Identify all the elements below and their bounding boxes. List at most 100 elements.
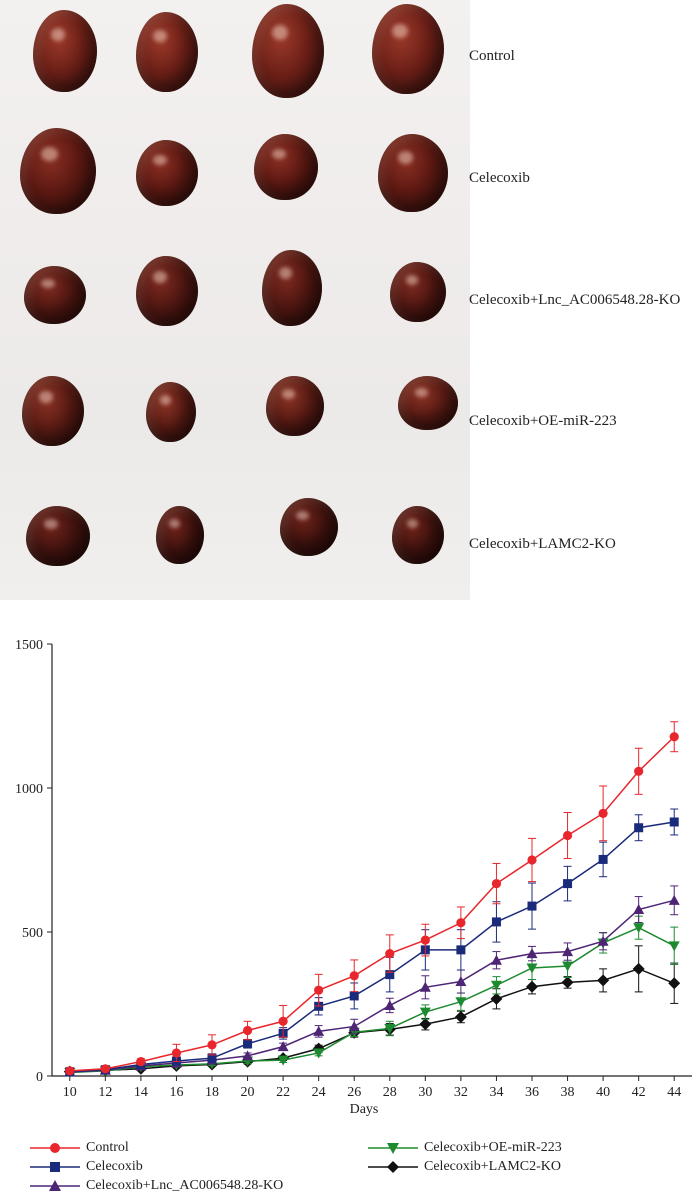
data-point-celecoxib-lnc-ac006548-28-ko bbox=[384, 999, 396, 1010]
data-point-celecoxib bbox=[456, 945, 466, 955]
data-point-control bbox=[171, 1048, 182, 1058]
data-point-celecoxib bbox=[243, 1039, 253, 1049]
tumor-specimen bbox=[20, 128, 96, 214]
tumor-highlight bbox=[271, 148, 286, 160]
data-point-celecoxib-lnc-ac006548-28-ko bbox=[633, 904, 645, 915]
data-point-celecoxib-oe-mir-223 bbox=[313, 1048, 325, 1059]
tumor-highlight bbox=[405, 275, 418, 285]
x-tick-label: 18 bbox=[205, 1085, 219, 1100]
x-tick-label: 36 bbox=[525, 1085, 539, 1100]
x-tick-label: 10 bbox=[63, 1085, 77, 1100]
x-tick-label: 14 bbox=[134, 1085, 148, 1100]
group-label-lamc2-ko: Celecoxib+LAMC2-KO bbox=[469, 536, 616, 552]
data-point-celecoxib-lamc2-ko bbox=[632, 962, 645, 975]
group-label-oe-mir223: Celecoxib+OE-miR-223 bbox=[469, 413, 617, 429]
data-point-celecoxib-lamc2-ko bbox=[597, 974, 610, 987]
series-line-celecoxib-lnc-ac006548-28-ko bbox=[69, 899, 675, 1073]
tumor-growth-chart: 0 500 1000 1500 10 12 14 16 18 20 22 24 26 28 30 32 34 36… bbox=[0, 610, 696, 1199]
x-tick-label: 12 bbox=[98, 1085, 112, 1100]
x-tick-label: 42 bbox=[632, 1085, 646, 1100]
data-point-celecoxib-lamc2-ko bbox=[561, 976, 574, 989]
tumor-highlight bbox=[392, 23, 408, 39]
tumor-highlight bbox=[278, 266, 292, 279]
data-point-celecoxib bbox=[563, 879, 573, 889]
legend-item-lnc-ko: Celecoxib+Lnc_AC006548.28-KO bbox=[28, 1178, 283, 1194]
x-tick-label: 26 bbox=[347, 1085, 361, 1100]
y-tick-label: 1500 bbox=[15, 638, 43, 653]
data-point-control bbox=[136, 1057, 146, 1067]
tumor-photo-panel: Control Celecoxib Celecoxib+Lnc_AC006548… bbox=[0, 0, 681, 600]
tumor-highlight bbox=[282, 389, 295, 399]
tumor-highlight bbox=[169, 518, 180, 529]
tumor-highlight bbox=[39, 391, 53, 403]
x-tick-label: 44 bbox=[667, 1085, 681, 1100]
legend-marker-lnc-ko bbox=[30, 1179, 80, 1191]
data-point-celecoxib-oe-mir-223 bbox=[277, 1055, 289, 1066]
data-point-celecoxib-lamc2-ko bbox=[668, 977, 681, 990]
data-point-celecoxib bbox=[598, 854, 608, 864]
tumor-highlight bbox=[406, 518, 418, 529]
legend-marker-lamc2-ko bbox=[368, 1160, 418, 1173]
data-point-celecoxib-lnc-ac006548-28-ko bbox=[526, 948, 538, 959]
tumor-highlight bbox=[272, 24, 288, 40]
data-point-control bbox=[349, 971, 359, 981]
series-line-celecoxib bbox=[69, 821, 675, 1073]
legend-item-celecoxib: Celecoxib bbox=[28, 1159, 143, 1175]
data-point-celecoxib-lamc2-ko bbox=[526, 980, 538, 993]
legend-marker-celecoxib bbox=[30, 1161, 80, 1172]
data-point-control bbox=[634, 766, 644, 776]
data-point-celecoxib-lamc2-ko bbox=[419, 1018, 432, 1031]
tumor-specimen bbox=[22, 376, 84, 446]
series-line-celecoxib-oe-mir-223 bbox=[69, 926, 675, 1074]
data-point-celecoxib bbox=[491, 917, 501, 927]
tumor-highlight bbox=[50, 28, 65, 42]
tumor-specimen bbox=[136, 140, 198, 206]
tumor-highlight bbox=[414, 387, 428, 397]
y-tick-label: 1000 bbox=[15, 782, 43, 797]
data-point-control bbox=[385, 949, 395, 959]
data-point-celecoxib bbox=[207, 1053, 217, 1063]
data-point-control bbox=[669, 732, 679, 742]
x-tick-label: 30 bbox=[418, 1085, 432, 1100]
data-point-celecoxib-oe-mir-223 bbox=[668, 941, 680, 952]
data-point-control bbox=[420, 935, 430, 945]
data-point-celecoxib-lnc-ac006548-28-ko bbox=[277, 1041, 289, 1052]
x-tick-label: 38 bbox=[561, 1085, 575, 1100]
data-point-celecoxib-lamc2-ko bbox=[490, 992, 503, 1005]
data-point-control bbox=[65, 1066, 75, 1076]
data-point-celecoxib bbox=[669, 817, 679, 827]
data-point-celecoxib-lnc-ac006548-28-ko bbox=[313, 1025, 325, 1036]
y-tick-label: 500 bbox=[22, 926, 43, 941]
tumor-highlight bbox=[43, 519, 58, 529]
data-point-celecoxib-lnc-ac006548-28-ko bbox=[490, 954, 502, 965]
data-point-celecoxib-lnc-ac006548-28-ko bbox=[242, 1050, 254, 1061]
data-point-control bbox=[207, 1040, 217, 1050]
tumor-highlight bbox=[160, 395, 171, 405]
data-point-celecoxib-oe-mir-223 bbox=[490, 980, 502, 991]
data-point-celecoxib-oe-mir-223 bbox=[526, 963, 538, 974]
series-line-control bbox=[69, 736, 675, 1072]
x-tick-label: 20 bbox=[241, 1085, 255, 1100]
data-point-celecoxib-oe-mir-223 bbox=[455, 997, 467, 1008]
legend-label-celecoxib: Celecoxib bbox=[86, 1159, 143, 1174]
legend-item-oe-mir223: Celecoxib+OE-miR-223 bbox=[366, 1140, 562, 1156]
tumor-specimen bbox=[262, 250, 322, 326]
data-point-control bbox=[456, 918, 466, 928]
tumor-specimen bbox=[280, 498, 338, 556]
data-point-celecoxib-oe-mir-223 bbox=[384, 1023, 396, 1034]
group-label-celecoxib: Celecoxib bbox=[469, 170, 530, 186]
data-point-celecoxib-lnc-ac006548-28-ko bbox=[562, 946, 574, 957]
data-point-control bbox=[598, 808, 608, 818]
legend-label-oe-mir223: Celecoxib+OE-miR-223 bbox=[424, 1140, 562, 1155]
tumor-highlight bbox=[41, 278, 55, 289]
tumor-specimen bbox=[136, 12, 198, 92]
data-point-control bbox=[562, 830, 573, 841]
tumor-specimen bbox=[136, 256, 198, 326]
tumor-specimen bbox=[390, 262, 446, 322]
legend-marker-oe-mir223 bbox=[368, 1142, 418, 1154]
x-tick-label: 22 bbox=[276, 1085, 290, 1100]
data-point-celecoxib-lnc-ac006548-28-ko bbox=[455, 976, 467, 987]
tumor-highlight bbox=[153, 154, 167, 166]
legend-label-lamc2-ko: Celecoxib+LAMC2-KO bbox=[424, 1159, 561, 1174]
data-point-control bbox=[527, 855, 537, 865]
